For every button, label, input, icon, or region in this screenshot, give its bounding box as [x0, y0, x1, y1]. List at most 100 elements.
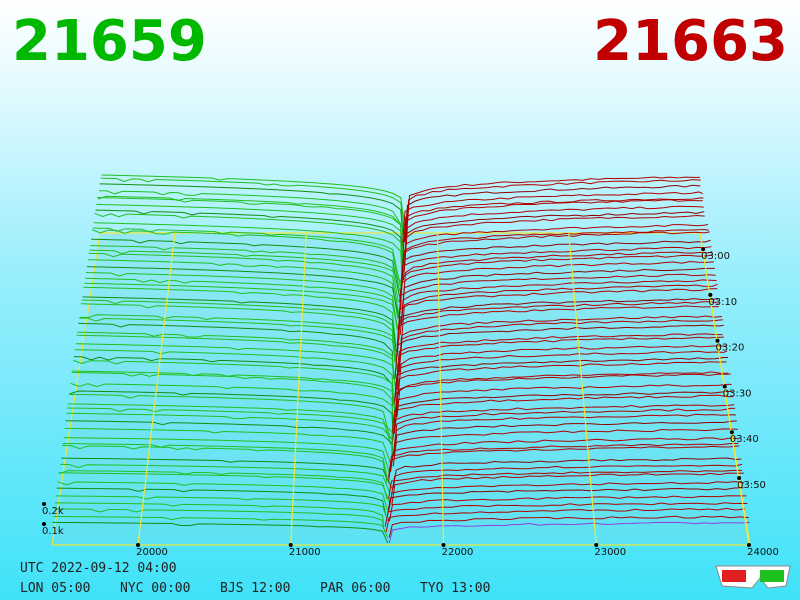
bid-trace: [79, 317, 399, 374]
ask-trace: [402, 223, 709, 281]
grid-line: [137, 232, 176, 546]
ask-trace: [393, 407, 736, 451]
grid-line: [699, 232, 750, 546]
ask-trace: [396, 336, 725, 390]
bid-trace: [70, 382, 394, 429]
ask-trace: [397, 298, 719, 352]
bid-trace: [69, 390, 394, 434]
price-tick-label: 20000: [136, 547, 168, 558]
ask-trace: [394, 350, 728, 401]
ask-trace: [394, 383, 732, 429]
tick-dot: [729, 430, 734, 435]
bid-trace: [87, 259, 399, 319]
ask-trace: [391, 463, 743, 494]
bid-trace: [57, 481, 388, 511]
bid-trace: [73, 356, 394, 407]
bid-trace: [78, 322, 395, 379]
bid-trace: [91, 229, 401, 292]
ask-trace: [391, 472, 744, 505]
bid-trace: [61, 457, 393, 489]
bid-trace: [98, 190, 402, 248]
ask-trace: [404, 205, 704, 264]
price-tick-label: 23000: [594, 547, 626, 558]
bid-trace: [96, 203, 404, 264]
bid-trace: [59, 470, 388, 500]
ask-trace: [385, 507, 745, 533]
ask-trace: [390, 437, 739, 472]
bid-trace: [80, 303, 396, 363]
ask-trace: [400, 231, 710, 292]
ask-trace: [386, 487, 744, 516]
price-tick-label: 24000: [747, 547, 779, 558]
tick-dot: [708, 292, 713, 297]
ask-trace: [392, 428, 738, 467]
tick-dot: [288, 543, 293, 547]
ask-trace: [394, 324, 724, 379]
city-clock: BJS 12:00: [220, 581, 290, 596]
bid-trace: [54, 508, 386, 533]
ask-trace: [402, 251, 713, 308]
bid-trace: [58, 472, 391, 505]
tick-dot: [747, 543, 751, 547]
ask-trace: [401, 191, 703, 248]
ask-trace: [393, 413, 736, 456]
city-clock: TYO 13:00: [420, 581, 490, 596]
ask-trace: [393, 420, 737, 461]
ask-trace: [404, 199, 703, 259]
bid-trace: [101, 174, 407, 232]
bid-trace: [62, 442, 388, 478]
ask-trace: [388, 495, 747, 522]
ask-trace: [404, 184, 701, 242]
ask-trace: [401, 267, 715, 325]
grid-line: [568, 232, 597, 546]
ask-trace: [401, 229, 709, 286]
bid-trace: [86, 272, 398, 330]
glasses-icon: [715, 565, 791, 589]
depth-traces: [52, 174, 750, 544]
bid-trace: [64, 427, 393, 467]
ask-trace: [384, 502, 748, 527]
bid-trace: [60, 463, 391, 494]
tick-dot: [737, 475, 742, 480]
ask-trace: [399, 254, 714, 314]
tick-dot: [441, 543, 446, 547]
depth-tick-label: 0.1k: [42, 526, 64, 537]
ask-trace: [393, 356, 729, 407]
time-tick-label: 03:50: [737, 480, 766, 491]
bid-trace: [82, 296, 397, 352]
bid-price: 21659: [12, 9, 207, 74]
ask-trace: [400, 239, 711, 297]
bid-trace: [76, 334, 397, 390]
bid-trace: [56, 487, 387, 516]
bid-trace: [72, 359, 396, 412]
tick-dot: [701, 247, 706, 252]
grid-line: [290, 232, 307, 546]
city-clock: LON 05:00: [20, 581, 90, 596]
ask-trace: [397, 273, 716, 330]
bid-trace: [83, 286, 397, 346]
ask-trace: [399, 246, 712, 303]
tick-dot: [42, 502, 46, 506]
bid-trace: [55, 502, 385, 527]
ask-trace: [397, 345, 727, 396]
bid-trace: [92, 227, 401, 286]
ask-trace: [398, 315, 722, 368]
bid-trace: [89, 249, 402, 308]
ask-trace: [393, 390, 733, 434]
bid-trace: [95, 209, 404, 270]
bid-trace: [94, 212, 404, 275]
bid-trace: [65, 420, 393, 461]
time-tick-label: 03:20: [716, 343, 745, 354]
ask-trace: [395, 361, 727, 412]
tick-dot: [594, 543, 599, 547]
ask-trace: [388, 515, 749, 538]
bid-trace: [84, 282, 401, 341]
ask-trace: [403, 214, 705, 275]
bid-trace: [63, 437, 390, 472]
ask-trace: [406, 176, 701, 232]
price-tick-label: 21000: [289, 547, 321, 558]
axes: 20000 21000 22000 23000 24000 03:00 03:10 03:20…: [42, 232, 779, 558]
bid-trace: [72, 370, 397, 418]
depth-tick-label: 0.2k: [42, 506, 64, 517]
